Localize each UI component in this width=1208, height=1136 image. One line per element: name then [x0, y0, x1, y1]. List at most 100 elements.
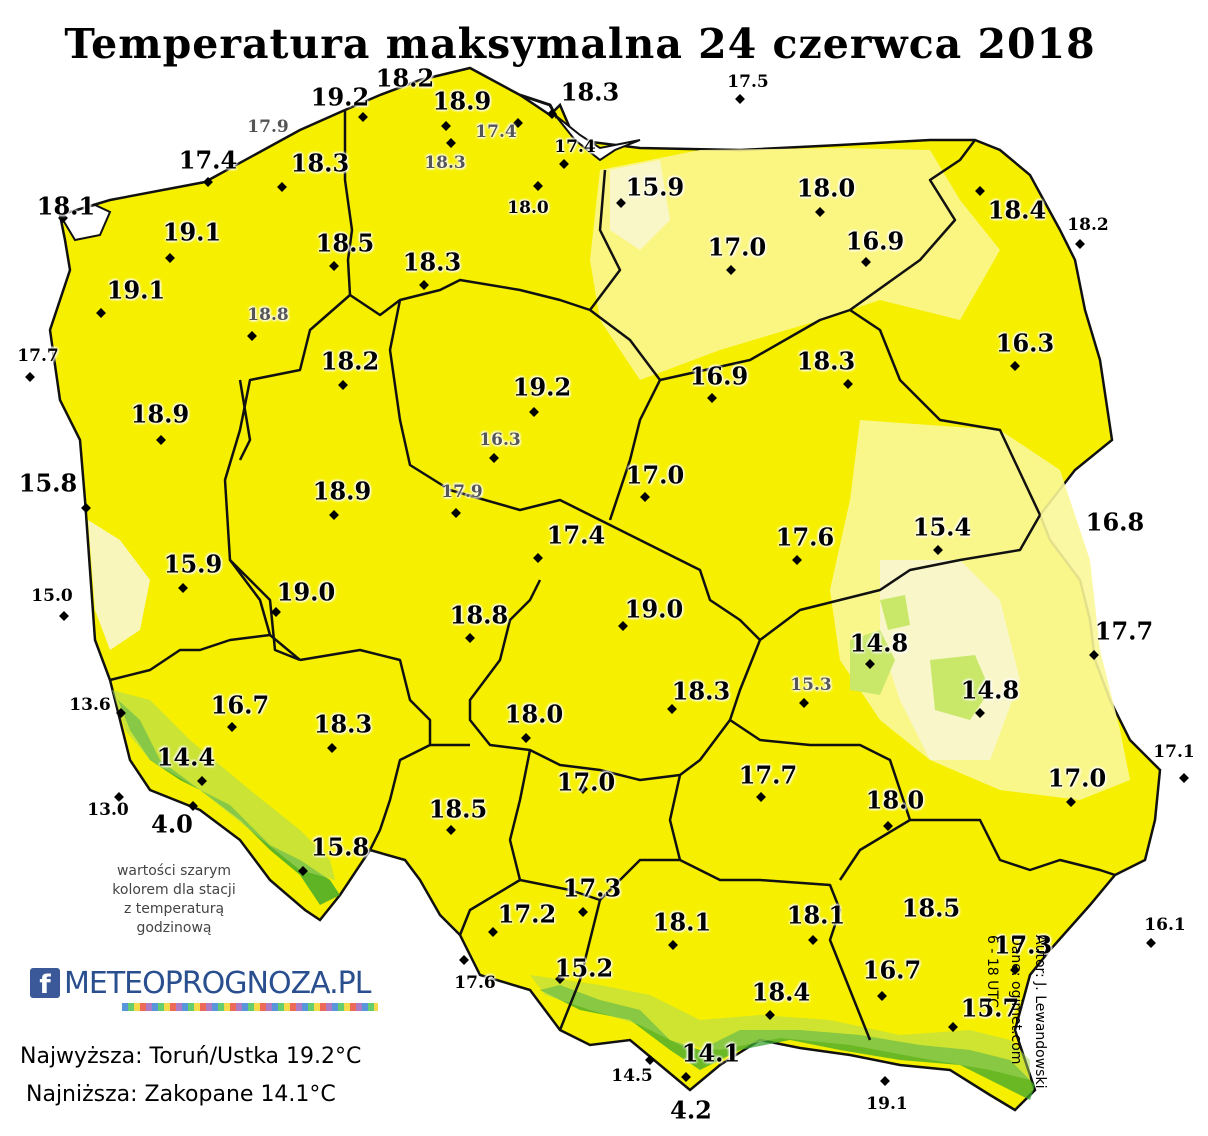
temperature-label: 17.4: [178, 145, 238, 175]
temperature-label: 15.4: [912, 512, 972, 542]
mountains-karpaty-light: [530, 975, 1030, 1080]
temperature-label: 15.8: [310, 832, 370, 862]
temperature-label: 18.8: [449, 600, 509, 630]
temperature-label: 17.7: [1094, 616, 1154, 646]
temperature-label: 17.0: [1047, 763, 1107, 793]
temperature-label: 16.3: [995, 328, 1055, 358]
temperature-label: 17.0: [625, 460, 685, 490]
temperature-label: 17.4: [554, 137, 596, 157]
poland-land: [48, 66, 1162, 1112]
temperature-label: 17.6: [775, 522, 835, 552]
temperature-label: 18.3: [671, 676, 731, 706]
max-temperature-summary: Najwyższa: Toruń/Ustka 19.2°C: [20, 1044, 362, 1069]
temperature-label: 19.2: [310, 82, 370, 112]
temperature-label: 18.5: [901, 893, 961, 923]
gray-values-note: wartości szarym kolorem dla stacji z tem…: [88, 862, 260, 938]
temperature-label: 17.7: [738, 760, 798, 790]
temperature-label: 18.3: [313, 709, 373, 739]
temperature-label: 19.2: [512, 372, 572, 402]
temperature-label: 18.1: [36, 191, 96, 221]
mountains-sudety-light: [112, 690, 335, 880]
pale-zone-north-east: [590, 148, 1000, 380]
temperature-label: 18.3: [560, 77, 620, 107]
temperature-label: 18.3: [796, 346, 856, 376]
temperature-label: 17.3: [562, 873, 622, 903]
note-line: kolorem dla stacji: [112, 882, 236, 898]
temperature-label: 18.0: [504, 699, 564, 729]
temperature-label: 13.6: [69, 695, 111, 715]
temperature-label: 4.2: [670, 1095, 712, 1125]
temperature-label: 17.2: [497, 899, 557, 929]
green-patch-east-2: [930, 655, 990, 720]
temperature-label: 18.5: [315, 228, 375, 258]
temperature-label: 18.2: [1067, 215, 1109, 235]
temperature-label: 13.0: [87, 800, 129, 820]
temperature-label: 15.0: [31, 586, 73, 606]
note-line: wartości szarym: [116, 863, 232, 879]
temperature-label: 16.1: [1144, 915, 1186, 935]
meteoprognoza-logo[interactable]: f METEOPROGNOZA.PL: [30, 965, 371, 1001]
temperature-label: 18.1: [786, 900, 846, 930]
credit-author: Autor: J. Lewandowski: [1032, 935, 1048, 1089]
temperature-label: 19.0: [276, 577, 336, 607]
note-line: godzinową: [136, 920, 212, 936]
temperature-label: 18.3: [402, 247, 462, 277]
facebook-icon[interactable]: f: [30, 968, 60, 1000]
temperature-label: 18.3: [290, 148, 350, 178]
temperature-label: 4.0: [151, 809, 193, 839]
temperature-label: 17.5: [727, 72, 769, 92]
temperature-label: 18.0: [796, 173, 856, 203]
temperature-label: 18.1: [652, 907, 712, 937]
temperature-label: 18.4: [987, 195, 1047, 225]
temperature-label: 17.3: [993, 930, 1053, 960]
min-temperature-summary: Najniższa: Zakopane 14.1°C: [26, 1082, 336, 1107]
temperature-label: 15.8: [18, 468, 78, 498]
szczecin-lagoon: [58, 203, 112, 242]
cream-zone-west: [88, 520, 150, 650]
temperature-label: 14.1: [681, 1038, 741, 1068]
temperature-label: 19.0: [624, 594, 684, 624]
temperature-label: 14.8: [960, 675, 1020, 705]
temperature-label: 17.9: [247, 117, 289, 137]
temperature-label: 18.9: [130, 399, 190, 429]
temperature-label: 18.5: [428, 794, 488, 824]
temperature-label: 17.4: [475, 122, 517, 142]
credit-time-range: 6 - 18 UTC: [984, 935, 1000, 1008]
temperature-label: 16.3: [479, 430, 521, 450]
temperature-label: 17.1: [1153, 742, 1195, 762]
temperature-label: 18.9: [432, 86, 492, 116]
temperature-label: 17.0: [707, 232, 767, 262]
logo-color-bar: [122, 1003, 378, 1011]
credits: Autor: J. Lewandowski Dane: ogimet.com 6…: [980, 935, 1052, 1088]
brand-name[interactable]: METEOPROGNOZA.PL: [64, 965, 371, 1001]
temperature-label: 15.9: [625, 172, 685, 202]
temperature-label: 16.7: [210, 690, 270, 720]
temperature-label: 18.9: [312, 476, 372, 506]
temperature-label: 15.2: [554, 953, 614, 983]
green-patch-east-3: [880, 595, 910, 630]
temperature-label: 18.2: [375, 63, 435, 93]
temperature-label: 15.9: [163, 549, 223, 579]
temperature-label: 14.4: [156, 742, 216, 772]
credit-data-source: Dane: ogimet.com: [1008, 935, 1024, 1065]
temperature-label: 14.8: [849, 628, 909, 658]
map-title: Temperatura maksymalna 24 czerwca 2018: [64, 20, 1096, 68]
temperature-label: 18.2: [320, 346, 380, 376]
temperature-label: 16.7: [862, 955, 922, 985]
temperature-label: 18.4: [751, 977, 811, 1007]
temperature-label: 17.9: [441, 482, 483, 502]
temperature-label: 19.1: [106, 275, 166, 305]
cream-zone-northeast: [610, 160, 670, 250]
temperature-label: 18.8: [247, 305, 289, 325]
temperature-label: 19.1: [866, 1094, 908, 1114]
baltic-bay: [554, 114, 641, 162]
temperature-label: 16.9: [689, 361, 749, 391]
temperature-label: 15.7: [960, 993, 1020, 1023]
voivodeship-borders: [109, 110, 1116, 1041]
temperature-label: 17.0: [556, 767, 616, 797]
temperature-label: 15.3: [790, 675, 832, 695]
temperature-label: 17.6: [454, 973, 496, 993]
temperature-label: 17.4: [546, 520, 606, 550]
temperature-label: 14.5: [611, 1066, 653, 1086]
